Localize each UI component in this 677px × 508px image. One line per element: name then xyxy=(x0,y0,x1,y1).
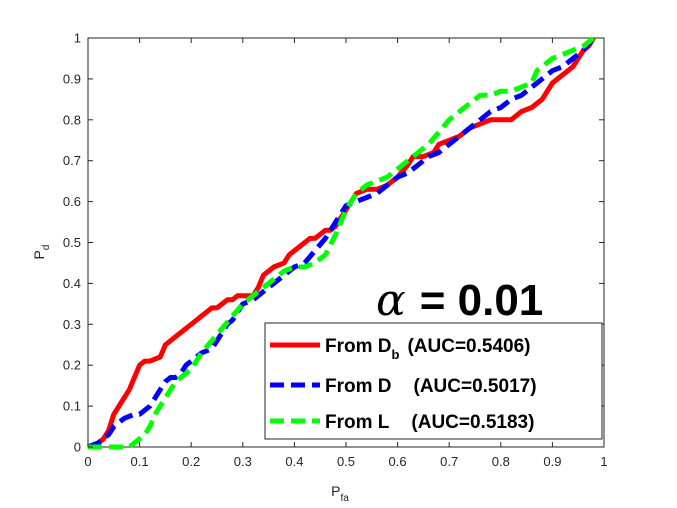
y-tick-label: 0.1 xyxy=(63,399,81,414)
x-tick-label: 0.5 xyxy=(337,454,355,469)
legend-box xyxy=(264,322,603,440)
x-tick-label: 1 xyxy=(600,454,607,469)
x-tick-label: 0.8 xyxy=(492,454,510,469)
y-tick-label: 0.4 xyxy=(63,276,81,291)
y-tick-label: 1 xyxy=(74,31,81,46)
x-tick-label: 0.4 xyxy=(285,454,303,469)
x-axis-label: Pfa xyxy=(331,483,349,504)
x-tick-label: 0.7 xyxy=(440,454,458,469)
legend-label-series-3: From L (AUC=0.5183) xyxy=(325,412,534,433)
plot-lines xyxy=(87,36,596,450)
x-tick-label: 0.9 xyxy=(543,454,561,469)
series-line-1 xyxy=(87,36,596,450)
x-tick-label: 0.2 xyxy=(182,454,200,469)
y-tick-label: 0.2 xyxy=(63,358,81,373)
legend-label-series-1: From Db (AUC=0.5406) xyxy=(325,336,530,362)
y-tick-label: 0.9 xyxy=(63,71,81,86)
x-axis-ticks: 0 0.1 0.2 0.3 0.4 0.5 0.6 0.7 0.8 0.9 1 xyxy=(84,38,608,469)
series-line-3 xyxy=(88,36,596,450)
legend-label-series-2: From D (AUC=0.5017) xyxy=(325,376,537,397)
x-tick-label: 0.1 xyxy=(131,454,149,469)
alpha-annotation: α = 0.01 xyxy=(376,275,543,326)
y-axis-ticks: 0 0.1 0.2 0.3 0.4 0.5 0.6 0.7 0.8 0.9 1 xyxy=(63,31,604,455)
y-tick-label: 0.3 xyxy=(63,317,81,332)
series-line-2 xyxy=(87,36,596,450)
x-tick-label: 0 xyxy=(84,454,91,469)
y-axis-label: Pd xyxy=(31,245,52,260)
x-tick-label: 0.6 xyxy=(389,454,407,469)
y-tick-label: 0.8 xyxy=(63,112,81,127)
y-tick-label: 0.5 xyxy=(63,235,81,250)
y-tick-label: 0.7 xyxy=(63,153,81,168)
y-tick-label: 0.6 xyxy=(63,194,81,209)
x-tick-label: 0.3 xyxy=(234,454,252,469)
legend: From Db (AUC=0.5406) From D (AUC=0.5017) F… xyxy=(264,322,603,440)
y-tick-label: 0 xyxy=(74,440,81,455)
